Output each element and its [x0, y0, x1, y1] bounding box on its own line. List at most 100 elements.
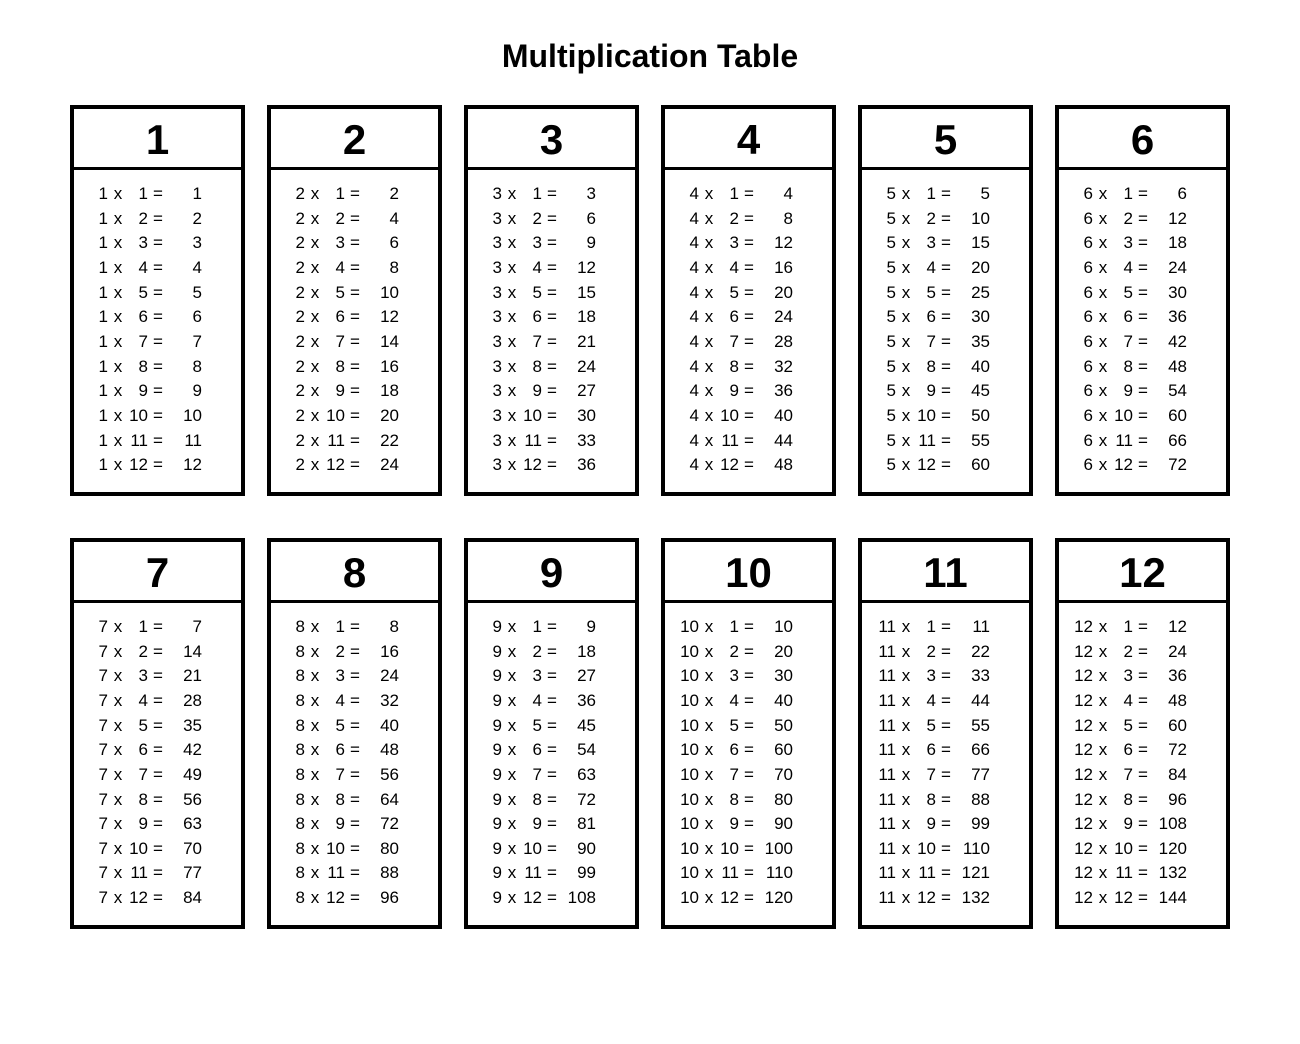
- multiplicand: 11: [876, 861, 896, 886]
- equals-sign: =: [345, 812, 365, 837]
- table-row: 8x2=16: [285, 640, 428, 665]
- equals-sign: =: [1133, 182, 1153, 207]
- multiply-operator: x: [1093, 788, 1113, 813]
- multiply-operator: x: [305, 812, 325, 837]
- equals-sign: =: [148, 379, 168, 404]
- multiply-operator: x: [896, 788, 916, 813]
- product: 6: [365, 231, 399, 256]
- product: 32: [365, 689, 399, 714]
- multiplier: 5: [916, 714, 936, 739]
- product: 36: [562, 689, 596, 714]
- multiply-operator: x: [896, 281, 916, 306]
- multiply-operator: x: [896, 429, 916, 454]
- multiplier: 6: [1113, 305, 1133, 330]
- multiply-operator: x: [1093, 837, 1113, 862]
- product: 42: [1153, 330, 1187, 355]
- product: 30: [562, 404, 596, 429]
- product: 12: [1153, 615, 1187, 640]
- multiplier: 8: [522, 355, 542, 380]
- multiplicand: 2: [285, 281, 305, 306]
- product: 42: [168, 738, 202, 763]
- product: 100: [759, 837, 793, 862]
- multiplicand: 9: [482, 812, 502, 837]
- multiply-operator: x: [502, 256, 522, 281]
- product: 99: [562, 861, 596, 886]
- multiplicand: 6: [1073, 182, 1093, 207]
- table-row: 1x5=5: [88, 281, 231, 306]
- multiply-operator: x: [896, 664, 916, 689]
- multiplicand: 1: [88, 404, 108, 429]
- product: 70: [168, 837, 202, 862]
- equals-sign: =: [148, 256, 168, 281]
- multiply-operator: x: [305, 837, 325, 862]
- equals-sign: =: [936, 330, 956, 355]
- multiplicand: 6: [1073, 207, 1093, 232]
- table-row: 12x10=120: [1073, 837, 1216, 862]
- multiply-operator: x: [108, 763, 128, 788]
- multiply-operator: x: [108, 256, 128, 281]
- equals-sign: =: [148, 738, 168, 763]
- product: 33: [562, 429, 596, 454]
- equals-sign: =: [936, 281, 956, 306]
- multiplicand: 12: [1073, 640, 1093, 665]
- product: 15: [956, 231, 990, 256]
- multiply-operator: x: [502, 738, 522, 763]
- equals-sign: =: [345, 429, 365, 454]
- multiplier: 7: [325, 763, 345, 788]
- table-row: 8x9=72: [285, 812, 428, 837]
- multiplier: 10: [325, 404, 345, 429]
- table-row: 2x8=16: [285, 355, 428, 380]
- multiplier: 9: [128, 812, 148, 837]
- product: 36: [1153, 305, 1187, 330]
- equals-sign: =: [345, 256, 365, 281]
- table-row: 1x3=3: [88, 231, 231, 256]
- multiply-operator: x: [502, 429, 522, 454]
- multiplicand: 6: [1073, 453, 1093, 478]
- multiply-operator: x: [305, 231, 325, 256]
- multiplier: 8: [719, 788, 739, 813]
- multiply-operator: x: [699, 355, 719, 380]
- multiply-operator: x: [108, 812, 128, 837]
- product: 24: [365, 453, 399, 478]
- product: 60: [956, 453, 990, 478]
- multiply-operator: x: [108, 281, 128, 306]
- table-row: 5x11=55: [876, 429, 1019, 454]
- equals-sign: =: [936, 305, 956, 330]
- product: 2: [168, 207, 202, 232]
- multiplicand: 5: [876, 379, 896, 404]
- equals-sign: =: [542, 861, 562, 886]
- equals-sign: =: [542, 207, 562, 232]
- multiplication-table-page: Multiplication Table 11x1=11x2=21x3=31x4…: [0, 0, 1300, 979]
- multiplier: 8: [325, 788, 345, 813]
- multiply-operator: x: [699, 738, 719, 763]
- product: 28: [168, 689, 202, 714]
- table-row: 8x7=56: [285, 763, 428, 788]
- table-row: 5x9=45: [876, 379, 1019, 404]
- multiplicand: 8: [285, 615, 305, 640]
- multiplicand: 1: [88, 256, 108, 281]
- equals-sign: =: [345, 861, 365, 886]
- multiply-operator: x: [699, 812, 719, 837]
- multiply-operator: x: [699, 640, 719, 665]
- equals-sign: =: [148, 404, 168, 429]
- multiply-operator: x: [502, 231, 522, 256]
- product: 20: [956, 256, 990, 281]
- multiply-operator: x: [1093, 182, 1113, 207]
- multiplicand: 11: [876, 738, 896, 763]
- product: 12: [1153, 207, 1187, 232]
- equals-sign: =: [148, 182, 168, 207]
- multiplicand: 2: [285, 231, 305, 256]
- table-row: 6x7=42: [1073, 330, 1216, 355]
- table-row: 4x5=20: [679, 281, 822, 306]
- equals-sign: =: [542, 640, 562, 665]
- table-row: 3x5=15: [482, 281, 625, 306]
- table-row: 5x5=25: [876, 281, 1019, 306]
- table-row: 1x9=9: [88, 379, 231, 404]
- equals-sign: =: [936, 837, 956, 862]
- multiplier: 4: [325, 256, 345, 281]
- table-row: 7x8=56: [88, 788, 231, 813]
- multiply-operator: x: [896, 689, 916, 714]
- multiplier: 6: [522, 738, 542, 763]
- table-row: 6x8=48: [1073, 355, 1216, 380]
- table-row: 2x10=20: [285, 404, 428, 429]
